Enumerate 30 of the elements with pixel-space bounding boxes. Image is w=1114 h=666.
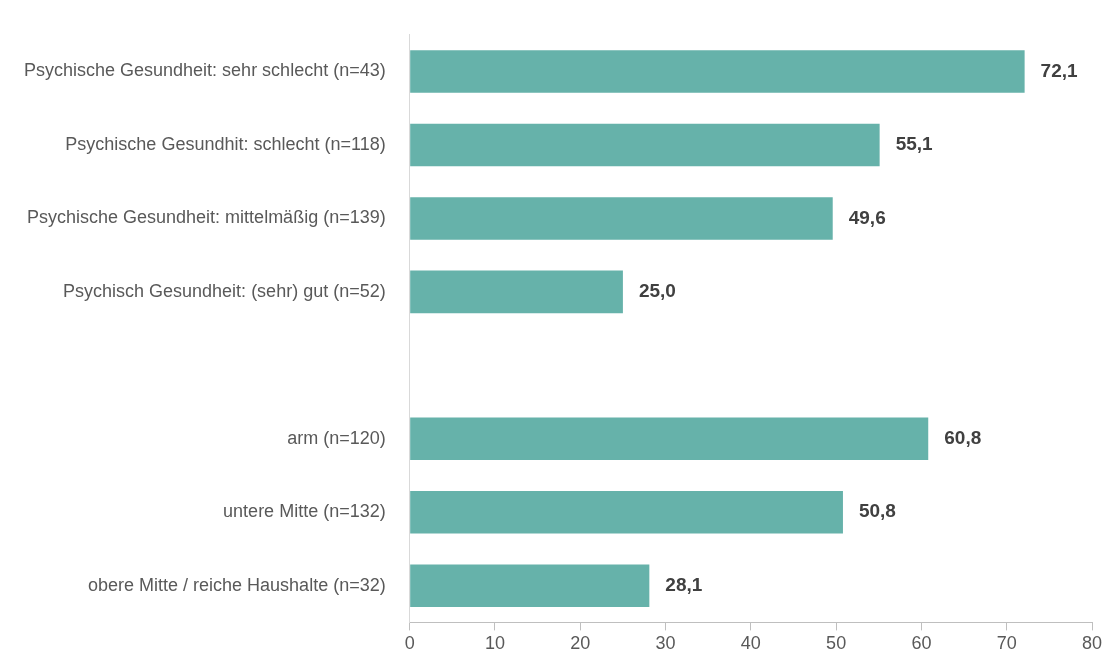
x-tick-label: 60	[911, 633, 932, 654]
y-tick-label: Psychische Gesundheit: sehr schlecht (n=43)	[24, 60, 386, 81]
data-label: 50,8	[858, 500, 896, 522]
bar	[410, 50, 1025, 93]
data-label: 55,1	[895, 133, 934, 155]
data-label: 60,8	[944, 427, 982, 449]
x-tick-label: 10	[484, 633, 505, 654]
x-tick-label: 20	[570, 633, 591, 654]
bar	[410, 270, 623, 314]
data-label: 49,6	[848, 206, 886, 228]
x-tick-label: 0	[404, 633, 415, 654]
bar	[410, 123, 880, 167]
bar	[410, 197, 833, 240]
y-tick-label: Psychische Gesundhit: schlecht (n=118)	[65, 133, 386, 154]
x-tick-label: 50	[826, 633, 847, 654]
x-tick-label: 40	[740, 633, 761, 654]
bar	[410, 417, 929, 461]
bar	[410, 490, 843, 534]
y-tick-label: Psychische Gesundheit: mittelmäßig (n=139)	[27, 207, 386, 228]
y-tick-label: obere Mitte / reiche Haushalte (n=32)	[88, 574, 386, 595]
y-tick-label: arm (n=120)	[287, 427, 386, 448]
data-label: 72,1	[1040, 59, 1079, 81]
data-label: 28,1	[665, 573, 703, 595]
y-tick-label: Psychisch Gesundheit: (sehr) gut (n=52)	[63, 280, 386, 301]
y-tick-label: untere Mitte (n=132)	[223, 501, 386, 522]
data-label: 25,0	[638, 280, 676, 302]
x-tick-label: 30	[655, 633, 676, 654]
x-tick-label: 70	[996, 633, 1017, 654]
x-tick-label: 80	[1081, 633, 1103, 654]
bar	[410, 564, 650, 607]
